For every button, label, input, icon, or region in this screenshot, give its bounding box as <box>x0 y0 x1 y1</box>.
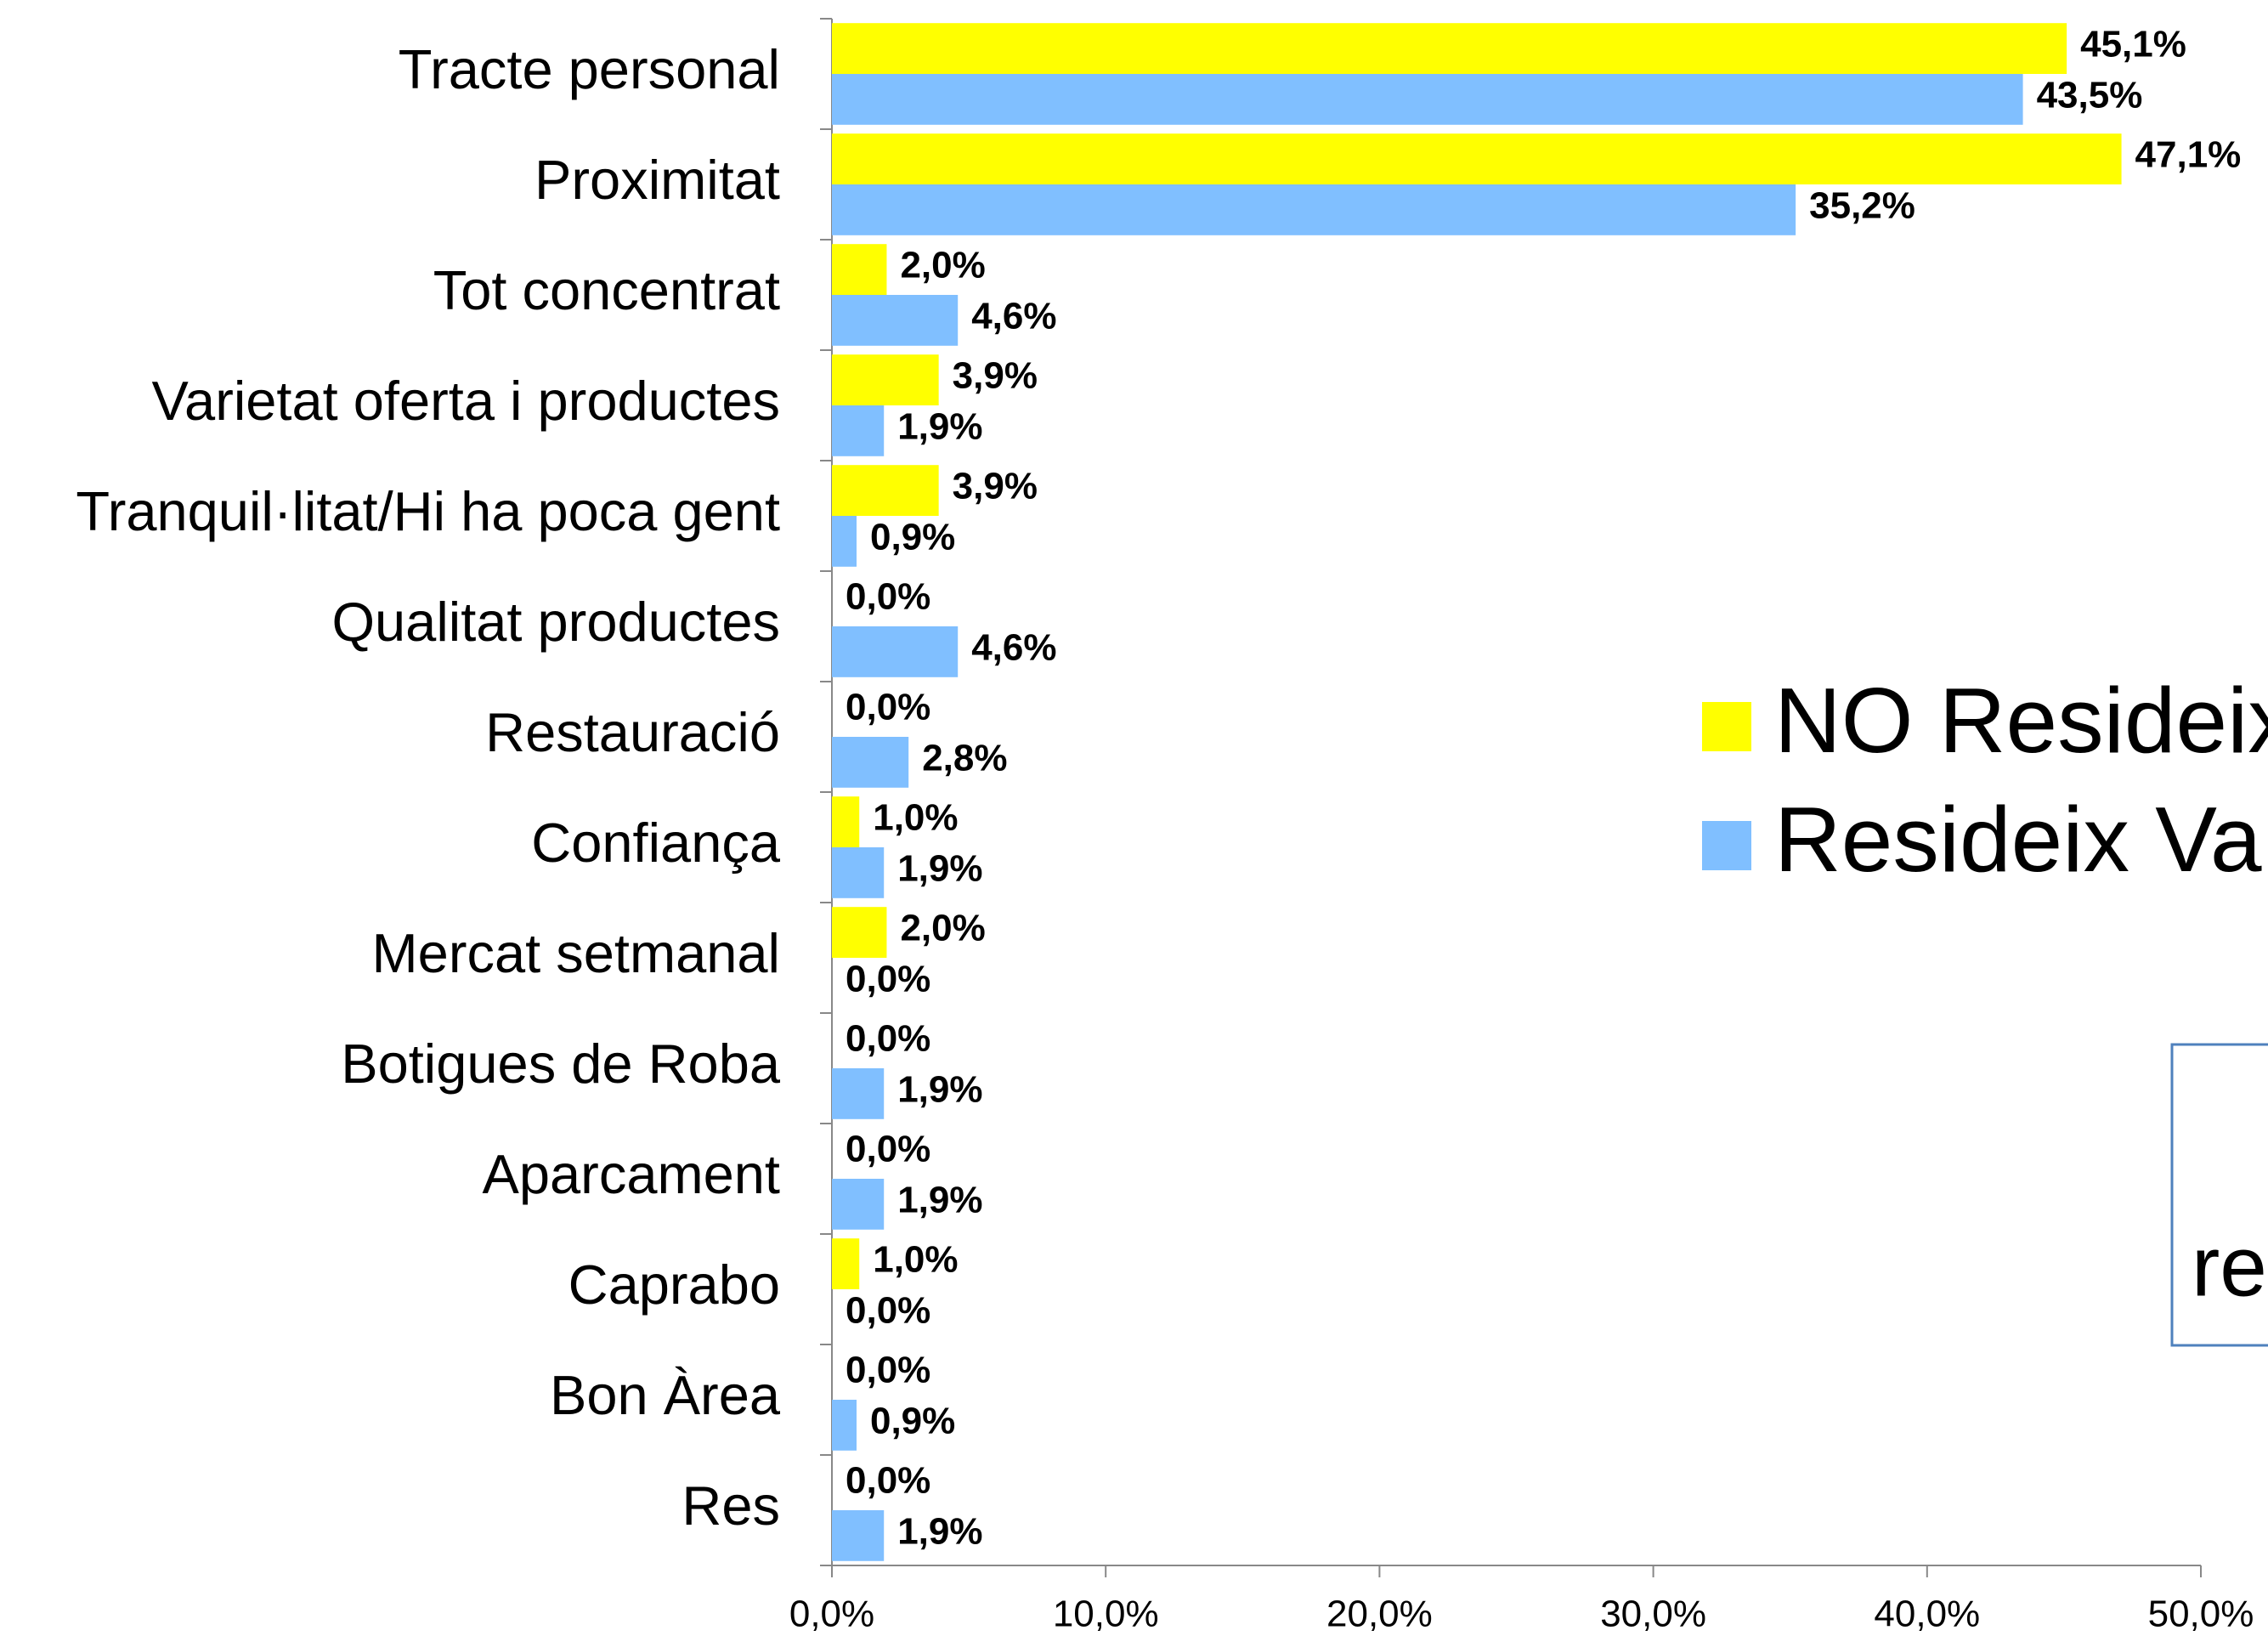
bar <box>832 354 939 405</box>
data-label: 4,6% <box>971 296 1056 337</box>
bar <box>832 23 2067 74</box>
data-label: 3,9% <box>953 466 1038 507</box>
data-label: 0,0% <box>846 1290 930 1332</box>
data-label: 1,9% <box>897 848 982 890</box>
bar <box>832 1238 860 1289</box>
category-label: Aparcament <box>483 1143 780 1205</box>
bar <box>832 737 909 788</box>
x-tick-label: 40,0% <box>1874 1594 1980 1635</box>
data-label: 2,0% <box>900 908 985 949</box>
bar <box>832 847 885 898</box>
category-label: Tracte personal <box>399 38 780 100</box>
data-label: 1,9% <box>897 1069 982 1111</box>
category-label: Mercat setmanal <box>372 922 780 984</box>
data-label: 1,0% <box>873 797 958 839</box>
category-label: Bon Àrea <box>550 1364 781 1426</box>
bar <box>832 244 887 295</box>
data-label: 0,0% <box>846 576 930 618</box>
data-label: 0,9% <box>870 517 955 558</box>
category-label: Proximitat <box>534 149 780 211</box>
legend-label: NO Resideix <box>1774 669 2268 773</box>
legend-swatch <box>1702 821 1751 870</box>
bar <box>832 405 885 456</box>
category-label: Tot concentrat <box>433 259 780 321</box>
annotation: re <box>2192 1219 2267 1314</box>
bar <box>832 516 857 567</box>
bar <box>832 1179 885 1230</box>
data-label: 0,0% <box>846 1460 930 1502</box>
data-label: 3,9% <box>953 355 1038 397</box>
bar <box>832 465 939 516</box>
data-label: 4,6% <box>971 627 1056 669</box>
data-label: 43,5% <box>2037 75 2143 116</box>
data-label: 1,9% <box>897 1511 982 1553</box>
data-label: 1,9% <box>897 1180 982 1221</box>
category-label: Qualitat productes <box>331 591 780 653</box>
bar <box>832 1400 857 1451</box>
x-tick-label: 30,0% <box>1600 1594 1706 1635</box>
bar <box>832 907 887 958</box>
data-label: 0,0% <box>846 1018 930 1060</box>
x-tick-label: 50,0% <box>2148 1594 2254 1635</box>
annotation-box <box>2170 1043 2268 1347</box>
data-label: 2,0% <box>900 245 985 286</box>
data-label: 0,0% <box>846 959 930 1000</box>
category-label: Res <box>682 1475 780 1537</box>
category-label: Caprabo <box>568 1254 780 1316</box>
bar <box>832 133 2122 184</box>
category-label: Restauració <box>485 701 780 763</box>
data-label: 2,8% <box>922 738 1007 779</box>
data-label: 0,9% <box>870 1401 955 1442</box>
data-label: 35,2% <box>1809 185 1915 227</box>
category-label: Tranquil·litat/Hi ha poca gent <box>76 480 780 542</box>
category-label: Botigues de Roba <box>341 1033 781 1095</box>
data-label: 1,0% <box>873 1239 958 1281</box>
bar <box>832 1068 885 1119</box>
bar <box>832 295 959 346</box>
data-label: 0,0% <box>846 687 930 728</box>
x-tick-label: 10,0% <box>1053 1594 1159 1635</box>
category-label: Varietat oferta i productes <box>152 370 780 432</box>
data-label: 45,1% <box>2080 24 2186 65</box>
x-tick-label: 20,0% <box>1326 1594 1433 1635</box>
bar <box>832 1510 885 1561</box>
legend-swatch <box>1702 702 1751 751</box>
category-label: Confiança <box>531 812 781 874</box>
bar <box>832 184 1796 235</box>
data-label: 0,0% <box>846 1350 930 1391</box>
bar <box>832 796 860 847</box>
bar <box>832 74 2023 125</box>
data-label: 0,0% <box>846 1129 930 1170</box>
legend-label: Resideix Va <box>1774 788 2262 892</box>
data-label: 47,1% <box>2135 134 2242 176</box>
data-label: 1,9% <box>897 406 982 448</box>
x-tick-label: 0,0% <box>789 1594 874 1635</box>
bar <box>832 626 959 677</box>
